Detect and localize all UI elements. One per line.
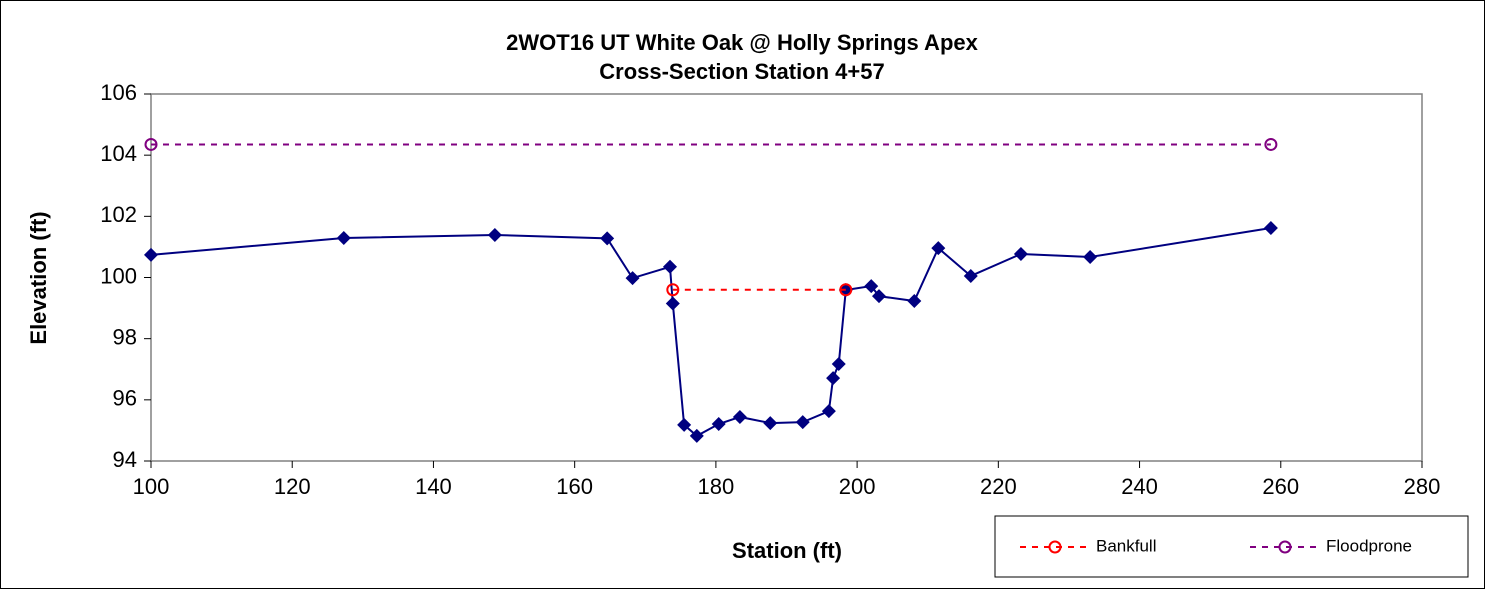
data-point [666,283,680,297]
x-tick-label: 160 [556,474,593,499]
data-point [1263,220,1278,235]
legend-marker [1048,540,1062,554]
data-point [1083,250,1098,265]
y-axis-label: Elevation (ft) [26,211,51,344]
data-point [826,371,841,386]
x-tick-label: 240 [1121,474,1158,499]
y-tick-label: 94 [113,447,137,472]
x-tick-label: 260 [1262,474,1299,499]
data-point [144,137,158,151]
data-point [963,268,978,283]
data-point [872,289,887,304]
chart-title: 2WOT16 UT White Oak @ Holly Springs Apex [506,30,978,55]
data-point [600,231,615,246]
data-point [487,227,502,242]
x-tick-label: 120 [274,474,311,499]
data-point [907,294,922,309]
y-tick-label: 106 [100,80,137,105]
data-point [839,283,853,297]
data-point [763,416,778,431]
legend-label: Floodprone [1326,536,1412,555]
x-axis-label: Station (ft) [732,538,842,563]
data-point [144,247,158,262]
y-tick-label: 100 [100,263,137,288]
data-point [864,279,879,294]
data-point [931,241,946,256]
legend-marker [1278,540,1292,554]
data-point [336,231,351,246]
data-point [732,409,747,424]
data-point [795,415,810,430]
chart-subtitle: Cross-Section Station 4+57 [599,59,884,84]
x-tick-label: 100 [133,474,170,499]
data-point [625,271,640,286]
data-point [662,259,677,274]
data-point [677,417,692,432]
y-tick-label: 102 [100,202,137,227]
data-point [831,357,846,372]
x-tick-label: 180 [698,474,735,499]
x-tick-label: 220 [980,474,1017,499]
data-point [665,296,680,311]
x-tick-label: 200 [839,474,876,499]
legend-label: Bankfull [1096,536,1156,555]
data-point [689,428,704,443]
data-point [1264,137,1278,151]
y-tick-label: 98 [113,324,137,349]
data-point [1013,246,1028,261]
data-point [821,404,836,419]
x-tick-label: 140 [415,474,452,499]
y-tick-label: 104 [100,141,137,166]
y-tick-label: 96 [113,386,137,411]
data-point [711,416,726,431]
x-tick-label: 280 [1404,474,1441,499]
